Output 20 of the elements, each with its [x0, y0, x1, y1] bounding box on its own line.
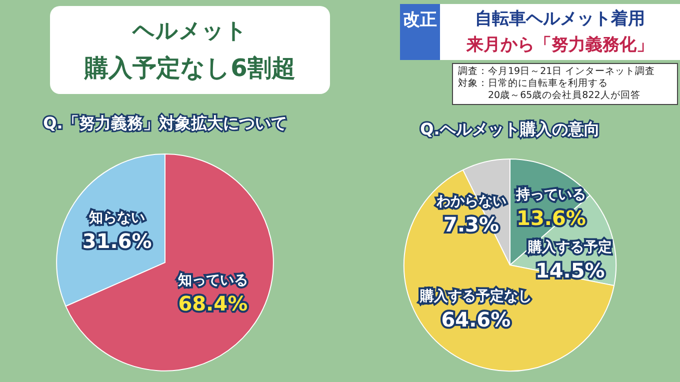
text: 対象：日常的に自転車を利用する [458, 78, 609, 90]
text: 改正 [400, 4, 440, 60]
data-label: 68.4% [178, 292, 248, 316]
data-label: 31.6% [82, 229, 152, 254]
slice-label: 知っている [176, 272, 248, 289]
text: 調査：今月19日～21日 インターネット調査 [458, 66, 656, 78]
chart-title: Q.ヘルメット購入の意向 [420, 120, 600, 138]
text: 自転車ヘルメット着用 [474, 8, 646, 31]
slice-label: わからない [435, 193, 506, 210]
slice-label: 購入する予定 [527, 238, 612, 256]
slice-label: 購入する予定なし [418, 288, 532, 305]
data-label: 64.6% [441, 308, 511, 332]
chart-title: Q.「努力義務」対象拡大について [43, 114, 287, 132]
slice-label: 知らない [88, 210, 146, 226]
data-label: 14.5% [535, 258, 605, 283]
text: ヘルメット [131, 18, 248, 46]
text: 来月から「努力義務化」 [465, 34, 654, 57]
slice-label: 持っている [515, 187, 586, 204]
text: 20歳～65歳の会社員822人が回答 [487, 90, 642, 102]
text: 購入予定なし6割超 [83, 53, 296, 84]
